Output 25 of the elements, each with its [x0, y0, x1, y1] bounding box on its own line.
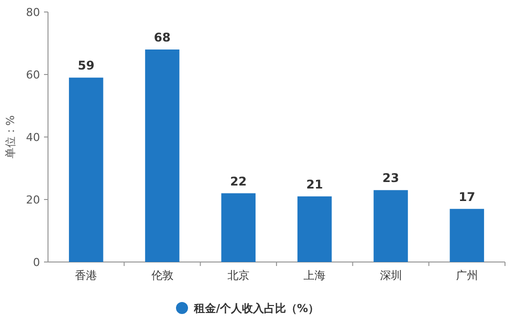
- legend-label: 租金/个人收入占比（%）: [193, 302, 320, 315]
- x-tick-label: 伦敦: [151, 269, 174, 282]
- y-tick-label: 80: [26, 6, 40, 19]
- bar: [374, 190, 408, 262]
- data-label: 22: [230, 174, 247, 188]
- bar: [145, 50, 180, 262]
- y-tick-label: 40: [26, 131, 40, 144]
- x-tick-label: 北京: [227, 269, 250, 282]
- y-tick-label: 0: [33, 256, 40, 269]
- bar: [297, 196, 332, 262]
- y-tick-label: 60: [26, 68, 40, 82]
- data-label: 21: [306, 177, 323, 192]
- x-tick-label: 香港: [75, 269, 98, 282]
- data-label: 68: [154, 30, 171, 44]
- bar: [68, 78, 104, 262]
- y-axis-title: 单位：%: [4, 115, 17, 159]
- data-label: 59: [78, 58, 94, 73]
- x-tick-label: 广州: [456, 269, 478, 282]
- data-label: 17: [458, 190, 476, 204]
- bar: [450, 208, 484, 262]
- data-label: 23: [382, 171, 400, 186]
- x-tick-label: 上海: [304, 269, 326, 282]
- y-tick-label: 20: [26, 194, 40, 206]
- bar: [221, 193, 256, 262]
- x-tick-label: 深圳: [380, 269, 402, 282]
